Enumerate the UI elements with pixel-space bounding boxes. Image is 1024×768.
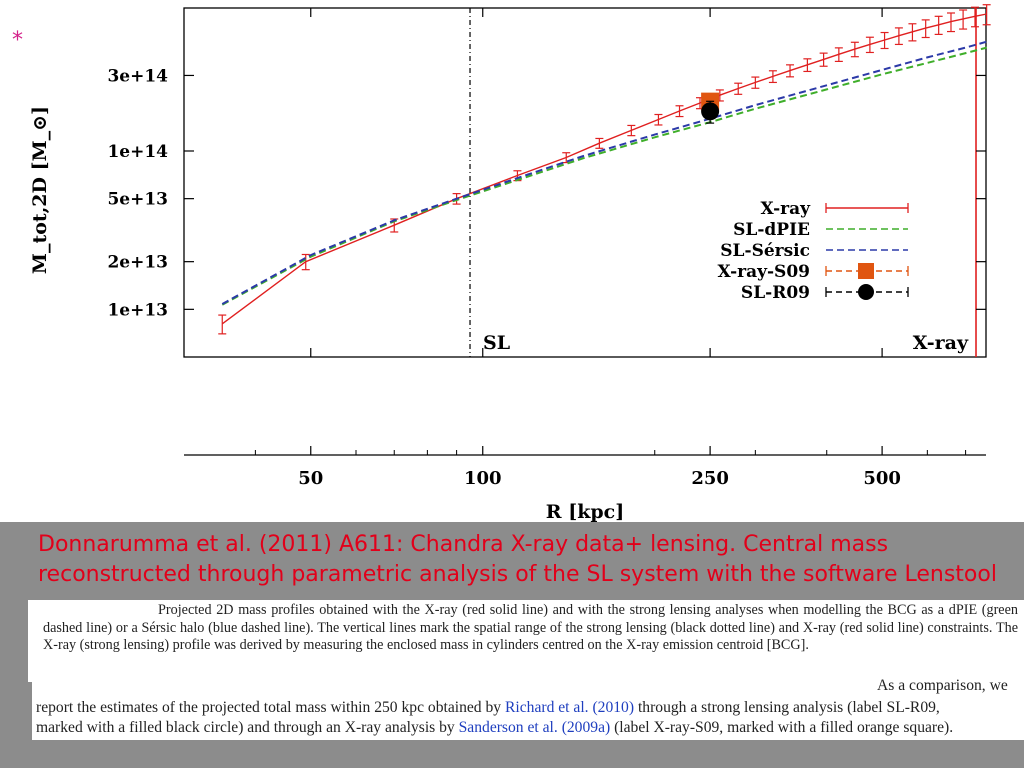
body-line-0: As a comparison, we (877, 677, 1008, 695)
body-line-2-post: (label X-ray-S09, marked with a filled o… (610, 719, 953, 736)
x-axis-label: R [kpc] (546, 501, 624, 522)
legend-x-ray-s09-label: X-ray-S09 (718, 262, 810, 282)
mass-profile-chart: SL X-ray 1e+13 2e+13 5e+13 1e+14 3e+14 50 100 250… (0, 0, 1024, 522)
y-tick-label: 5e+13 (107, 190, 168, 210)
legend-x-ray-s09-marker (858, 263, 874, 279)
x-tick-label: 100 (464, 468, 502, 489)
body-line-1: report the estimates of the projected to… (36, 699, 940, 717)
body-line-0-text: As a comparison, we (877, 677, 1008, 694)
chart-panel: SL X-ray 1e+13 2e+13 5e+13 1e+14 3e+14 50 100 250… (0, 0, 1024, 522)
legend-x-ray-label: X-ray (761, 199, 812, 219)
body-line-2-pre: marked with a filled black circle) and t… (36, 719, 459, 736)
region-label-sl: SL (483, 332, 510, 354)
slide-title-line-2: reconstructed through parametric analysi… (38, 560, 1018, 590)
legend-sl-r09-label: SL-R09 (741, 283, 810, 303)
y-axis-label: M_tot,2D [M_⊙] (29, 106, 51, 274)
region-label-xray: X-ray (913, 332, 969, 354)
body-line-1-pre: report the estimates of the projected to… (36, 699, 505, 716)
x-tick-label: 250 (691, 468, 729, 489)
series-sl-r09-marker (701, 102, 719, 120)
y-tick-label: 3e+14 (107, 66, 168, 86)
reference-link-sanderson[interactable]: Sanderson et al. (2009a) (459, 719, 611, 736)
legend-sl-s-rsic-label: SL-Sérsic (720, 241, 810, 261)
y-tick-label: 2e+13 (107, 253, 168, 273)
y-tick-label: 1e+13 (107, 300, 168, 320)
figure-caption: Projected 2D mass profiles obtained with… (43, 602, 1018, 655)
slide-title-line-1: Donnarumma et al. (2011) A611: Chandra X… (38, 530, 1018, 560)
x-tick-label: 500 (863, 468, 901, 489)
slide-title: Donnarumma et al. (2011) A611: Chandra X… (38, 530, 1018, 590)
x-tick-label: 50 (298, 468, 323, 489)
reference-link-richard[interactable]: Richard et al. (2010) (505, 699, 634, 716)
y-tick-label: 1e+14 (107, 142, 168, 162)
legend-sl-r09-marker (858, 284, 874, 300)
body-line-1-post: through a strong lensing analysis (label… (634, 699, 940, 716)
plot-frame (184, 8, 986, 357)
legend-sl-dpie-label: SL-dPIE (733, 220, 810, 240)
body-line-2: marked with a filled black circle) and t… (36, 719, 953, 737)
slide-marker-symbol: * (12, 28, 23, 53)
